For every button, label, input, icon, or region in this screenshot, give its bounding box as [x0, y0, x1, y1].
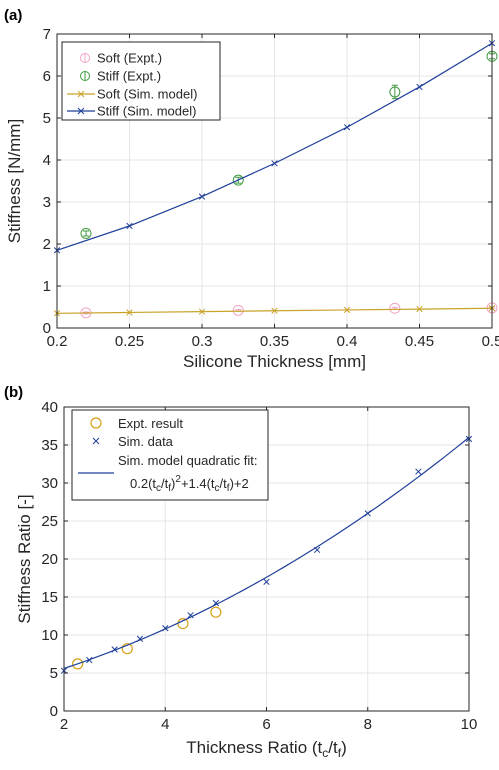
legend-sim-data-label: Sim. data: [118, 434, 174, 449]
legend-stiff-expt-marker: [80, 71, 90, 81]
x-tick-label: 6: [262, 716, 270, 733]
panel-a: (a) 0.2 0.25 0.3 0.35 0.4 0.45 0.5 0 1 2 3 4 5 6 7 Sil…: [4, 7, 499, 371]
legend-stiff-expt-label: Stiff (Expt.): [97, 69, 161, 84]
data-point-stiff-sim-model: [198, 193, 206, 200]
fit-curve-sim-model-quadratic-fit: [63, 436, 470, 670]
data-point-sim-data: [187, 612, 194, 619]
error-bar-stiff-expt: [391, 84, 398, 100]
data-point-soft-sim-model: [343, 306, 351, 314]
y-tick-label: 35: [41, 437, 58, 454]
y-tick-label: 2: [43, 236, 51, 253]
data-point-soft-expt: [389, 302, 401, 314]
y-tick-label: 20: [41, 551, 58, 568]
panel-a-grid: [56, 33, 493, 329]
data-point-stiff-sim-model: [343, 124, 351, 131]
panel-b-x-axis-label: Thickness Ratio (tc/tf): [186, 738, 347, 760]
panel-b-legend-box: [71, 409, 269, 501]
y-tick-label: 4: [43, 152, 51, 169]
y-tick-label: 15: [41, 589, 58, 606]
legend-item-stiff-sim: Stiff (Sim. model): [67, 104, 196, 119]
y-tick-label: 3: [43, 194, 51, 211]
legend-expt-result-marker: [90, 417, 102, 429]
y-tick-label: 40: [41, 399, 58, 416]
panel-b-label: (b): [4, 384, 23, 401]
panel-b-legend: Expt. result Sim. data Sim. model quadra…: [71, 409, 269, 501]
x-tick-label: 8: [364, 716, 372, 733]
y-tick-label: 30: [41, 475, 58, 492]
y-tick-label: 10: [41, 627, 58, 644]
data-point-sim-data: [263, 578, 270, 585]
legend-item-sim-data: Sim. data: [92, 434, 174, 449]
data-point-expt-result: [210, 606, 222, 618]
data-point-expt-result: [121, 643, 133, 655]
y-tick-label: 0: [43, 320, 51, 337]
data-point-soft-sim-model: [198, 308, 206, 315]
panel-a-ticks: 0.2 0.25 0.3 0.35 0.4 0.45 0.5 0 1 2 3 4 5 6 7: [43, 26, 499, 350]
data-point-stiff-sim-model: [126, 222, 133, 230]
x-tick-label: 0.3: [192, 333, 213, 350]
panel-a-label: (a): [4, 7, 22, 24]
y-tick-label: 25: [41, 513, 58, 530]
panel-b-data: [60, 435, 473, 674]
y-tick-label: 0: [50, 703, 58, 720]
data-point-soft-sim-model: [271, 307, 278, 314]
legend-item-stiff-expt: Stiff (Expt.): [80, 69, 161, 84]
y-tick-label: 7: [43, 26, 51, 43]
legend-soft-expt-marker: [80, 53, 90, 63]
x-tick-label: 10: [461, 716, 478, 733]
panel-a-data: [53, 40, 498, 319]
data-point-stiff-sim-model: [271, 160, 278, 167]
x-tick-label: 2: [60, 716, 68, 733]
y-tick-label: 5: [50, 665, 58, 682]
panel-b: (b) 2 4 6 8 10 0 5 10 15 20 25 30 35 40 Thickness Rat…: [4, 384, 477, 760]
data-point-stiff-expt: [80, 228, 92, 239]
panel-b-y-axis-label: Stiffness Ratio [-]: [15, 494, 34, 623]
legend-expt-result-label: Expt. result: [118, 416, 183, 431]
panel-a-x-axis-label: Silicone Thickness [mm]: [183, 352, 366, 371]
data-point-soft-sim-model: [416, 305, 423, 313]
data-point-stiff-sim-model: [416, 83, 423, 91]
legend-fit-equation: 0.2(tc/tf)2+1.4(tc/tf)+2: [130, 474, 249, 494]
legend-stiff-sim-marker: [77, 107, 85, 115]
x-tick-label: 0.5: [482, 333, 499, 350]
legend-soft-sim-label: Soft (Sim. model): [97, 87, 197, 102]
x-tick-label: 0.25: [115, 333, 144, 350]
panel-a-y-axis-label: Stiffness [N/mm]: [5, 119, 24, 243]
y-tick-label: 5: [43, 110, 51, 127]
legend-quadratic-fit-label: Sim. model quadratic fit:: [118, 453, 257, 468]
error-bar-stiff-expt: [83, 230, 89, 237]
panel-b-ticks: 2 4 6 8 10 0 5 10 15 20 25 30 35 40: [41, 399, 477, 733]
legend-stiff-sim-label: Stiff (Sim. model): [97, 104, 196, 119]
x-tick-label: 0.35: [260, 333, 289, 350]
legend-item-soft-expt: Soft (Expt.): [80, 51, 162, 66]
legend-item-quadratic-fit: Sim. model quadratic fit: 0.2(tc/tf)2+1.…: [78, 453, 257, 494]
legend-item-soft-sim: Soft (Sim. model): [67, 87, 197, 102]
data-point-sim-data: [415, 468, 422, 475]
data-point-expt-result: [72, 658, 84, 670]
data-point-soft-expt: [232, 304, 244, 316]
y-tick-label: 6: [43, 68, 51, 85]
data-point-stiff-expt: [389, 86, 401, 98]
panel-a-legend: Soft (Expt.) Stiff (Expt.) Soft (Sim. mo…: [61, 41, 221, 121]
legend-soft-expt-label: Soft (Expt.): [97, 51, 162, 66]
x-tick-label: 0.4: [337, 333, 358, 350]
y-tick-label: 1: [43, 278, 51, 295]
legend-sim-data-marker: [92, 437, 100, 445]
data-point-soft-sim-model: [126, 309, 133, 316]
data-point-stiff-expt: [232, 174, 244, 186]
legend-item-expt-result: Expt. result: [90, 416, 183, 431]
legend-soft-sim-marker: [77, 90, 85, 98]
x-tick-label: 4: [161, 716, 169, 733]
x-tick-label: 0.2: [47, 333, 68, 350]
x-tick-label: 0.45: [405, 333, 434, 350]
